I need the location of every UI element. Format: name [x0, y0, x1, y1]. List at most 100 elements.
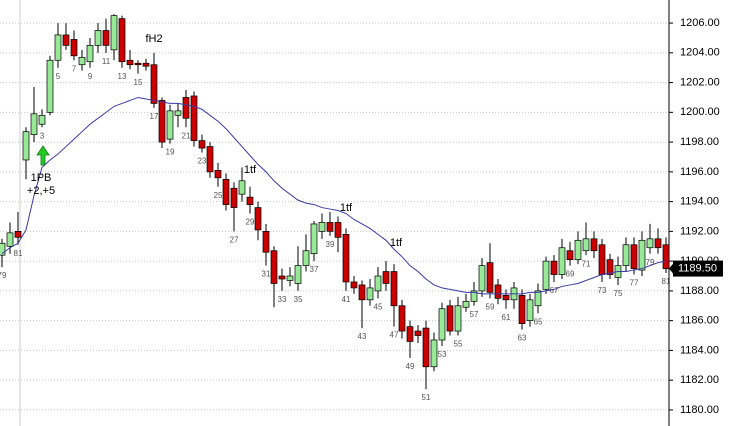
candle-body: [278, 275, 286, 280]
annotation: 1tf: [390, 237, 403, 249]
candle-body: [30, 113, 38, 136]
candle-body: [286, 275, 294, 281]
bar-number: 67: [550, 286, 559, 295]
candle-body: [462, 300, 470, 308]
candle-body: [78, 56, 86, 66]
candle-body: [126, 59, 134, 66]
bar-number: 39: [326, 240, 335, 249]
bar-number: 25: [214, 191, 223, 200]
candle-body: [350, 281, 358, 289]
bar-number: 77: [630, 279, 639, 288]
y-tick-label: 1188.00: [680, 285, 719, 297]
candle-body: [438, 308, 446, 341]
candle-body: [454, 305, 462, 332]
candle-body: [150, 64, 158, 104]
candle-body: [6, 232, 14, 247]
candle-body: [174, 110, 182, 116]
bar-number: 27: [230, 235, 239, 244]
candle-body: [390, 271, 398, 307]
annotation: 1tf: [340, 202, 353, 214]
y-tick-label: 1206.00: [680, 17, 720, 29]
bar-number: 79: [0, 271, 7, 280]
bar-number: 81: [14, 249, 23, 258]
annotation: 1PB: [31, 172, 52, 184]
bar-number: 17: [150, 112, 159, 121]
candle-body: [582, 238, 590, 252]
candle-body: [198, 140, 206, 149]
candle-body: [238, 180, 246, 195]
y-tick-label: 1186.00: [680, 315, 719, 327]
candle-body: [374, 275, 382, 292]
bar-number: 45: [374, 302, 383, 311]
bar-number: 7: [72, 64, 77, 73]
bar-number: 33: [278, 295, 287, 304]
annotation: 1tf: [244, 164, 257, 176]
candle-body: [310, 223, 318, 255]
candle-body: [302, 250, 310, 266]
candle-body: [182, 97, 190, 119]
bar-number: 3: [40, 131, 45, 140]
candle-body: [262, 231, 270, 253]
candle-body: [358, 284, 366, 301]
candle-body: [590, 238, 598, 252]
candle-body: [46, 59, 54, 113]
bar-number: 69: [566, 270, 575, 279]
candle-body: [558, 247, 566, 275]
bar-number: 79: [646, 258, 655, 267]
bar-number: 53: [438, 350, 447, 359]
bar-number: 13: [118, 72, 127, 81]
candle-body: [22, 131, 30, 161]
candle-body: [0, 242, 6, 256]
candle-body: [214, 170, 222, 179]
candle-body: [134, 62, 142, 66]
candle-body: [86, 45, 94, 63]
bar-number: 55: [454, 340, 463, 349]
candle-body: [382, 271, 390, 284]
last-price-pointer: [669, 262, 674, 275]
y-tick-label: 1202.00: [680, 76, 720, 88]
candle-body: [230, 187, 238, 208]
candle-body: [254, 207, 262, 231]
last-price-label: 1189.50: [678, 262, 717, 274]
candle-body: [94, 30, 102, 46]
candle-body: [118, 18, 126, 63]
candle-body: [654, 238, 662, 249]
candle-body: [470, 290, 478, 302]
candle-body: [494, 284, 502, 299]
candle-body: [158, 100, 166, 143]
y-tick-label: 1192.00: [680, 225, 719, 237]
candle-body: [294, 265, 302, 284]
bar-number: 37: [310, 265, 319, 274]
candle-body: [566, 250, 574, 260]
y-tick-label: 1184.00: [680, 344, 719, 356]
candle-body: [326, 222, 334, 232]
candle-body: [62, 34, 70, 46]
y-tick-label: 1180.00: [680, 404, 719, 416]
candle-body: [206, 146, 214, 173]
annotation: +2,+5: [27, 185, 55, 197]
bar-number: 11: [102, 57, 111, 66]
candle-body: [270, 250, 278, 284]
bar-number: 41: [342, 295, 351, 304]
candle-body: [366, 287, 374, 301]
candle-body: [646, 238, 654, 249]
candle-body: [422, 327, 430, 368]
candle-body: [246, 196, 254, 205]
candle-body: [638, 239, 646, 271]
bar-number: 29: [246, 218, 255, 227]
candle-body: [342, 234, 350, 283]
y-tick-label: 1200.00: [680, 106, 720, 118]
bar-number: 71: [582, 259, 591, 268]
bar-number: 73: [598, 286, 607, 295]
buy-arrow: [36, 145, 50, 166]
candle-body: [102, 30, 110, 46]
candle-body: [414, 330, 422, 336]
candle-body: [14, 231, 22, 238]
bar-number: 43: [358, 332, 367, 341]
y-tick-label: 1194.00: [680, 196, 719, 208]
bar-number: 9: [88, 72, 93, 81]
y-tick-label: 1196.00: [680, 166, 719, 178]
bar-number: 49: [406, 362, 415, 371]
